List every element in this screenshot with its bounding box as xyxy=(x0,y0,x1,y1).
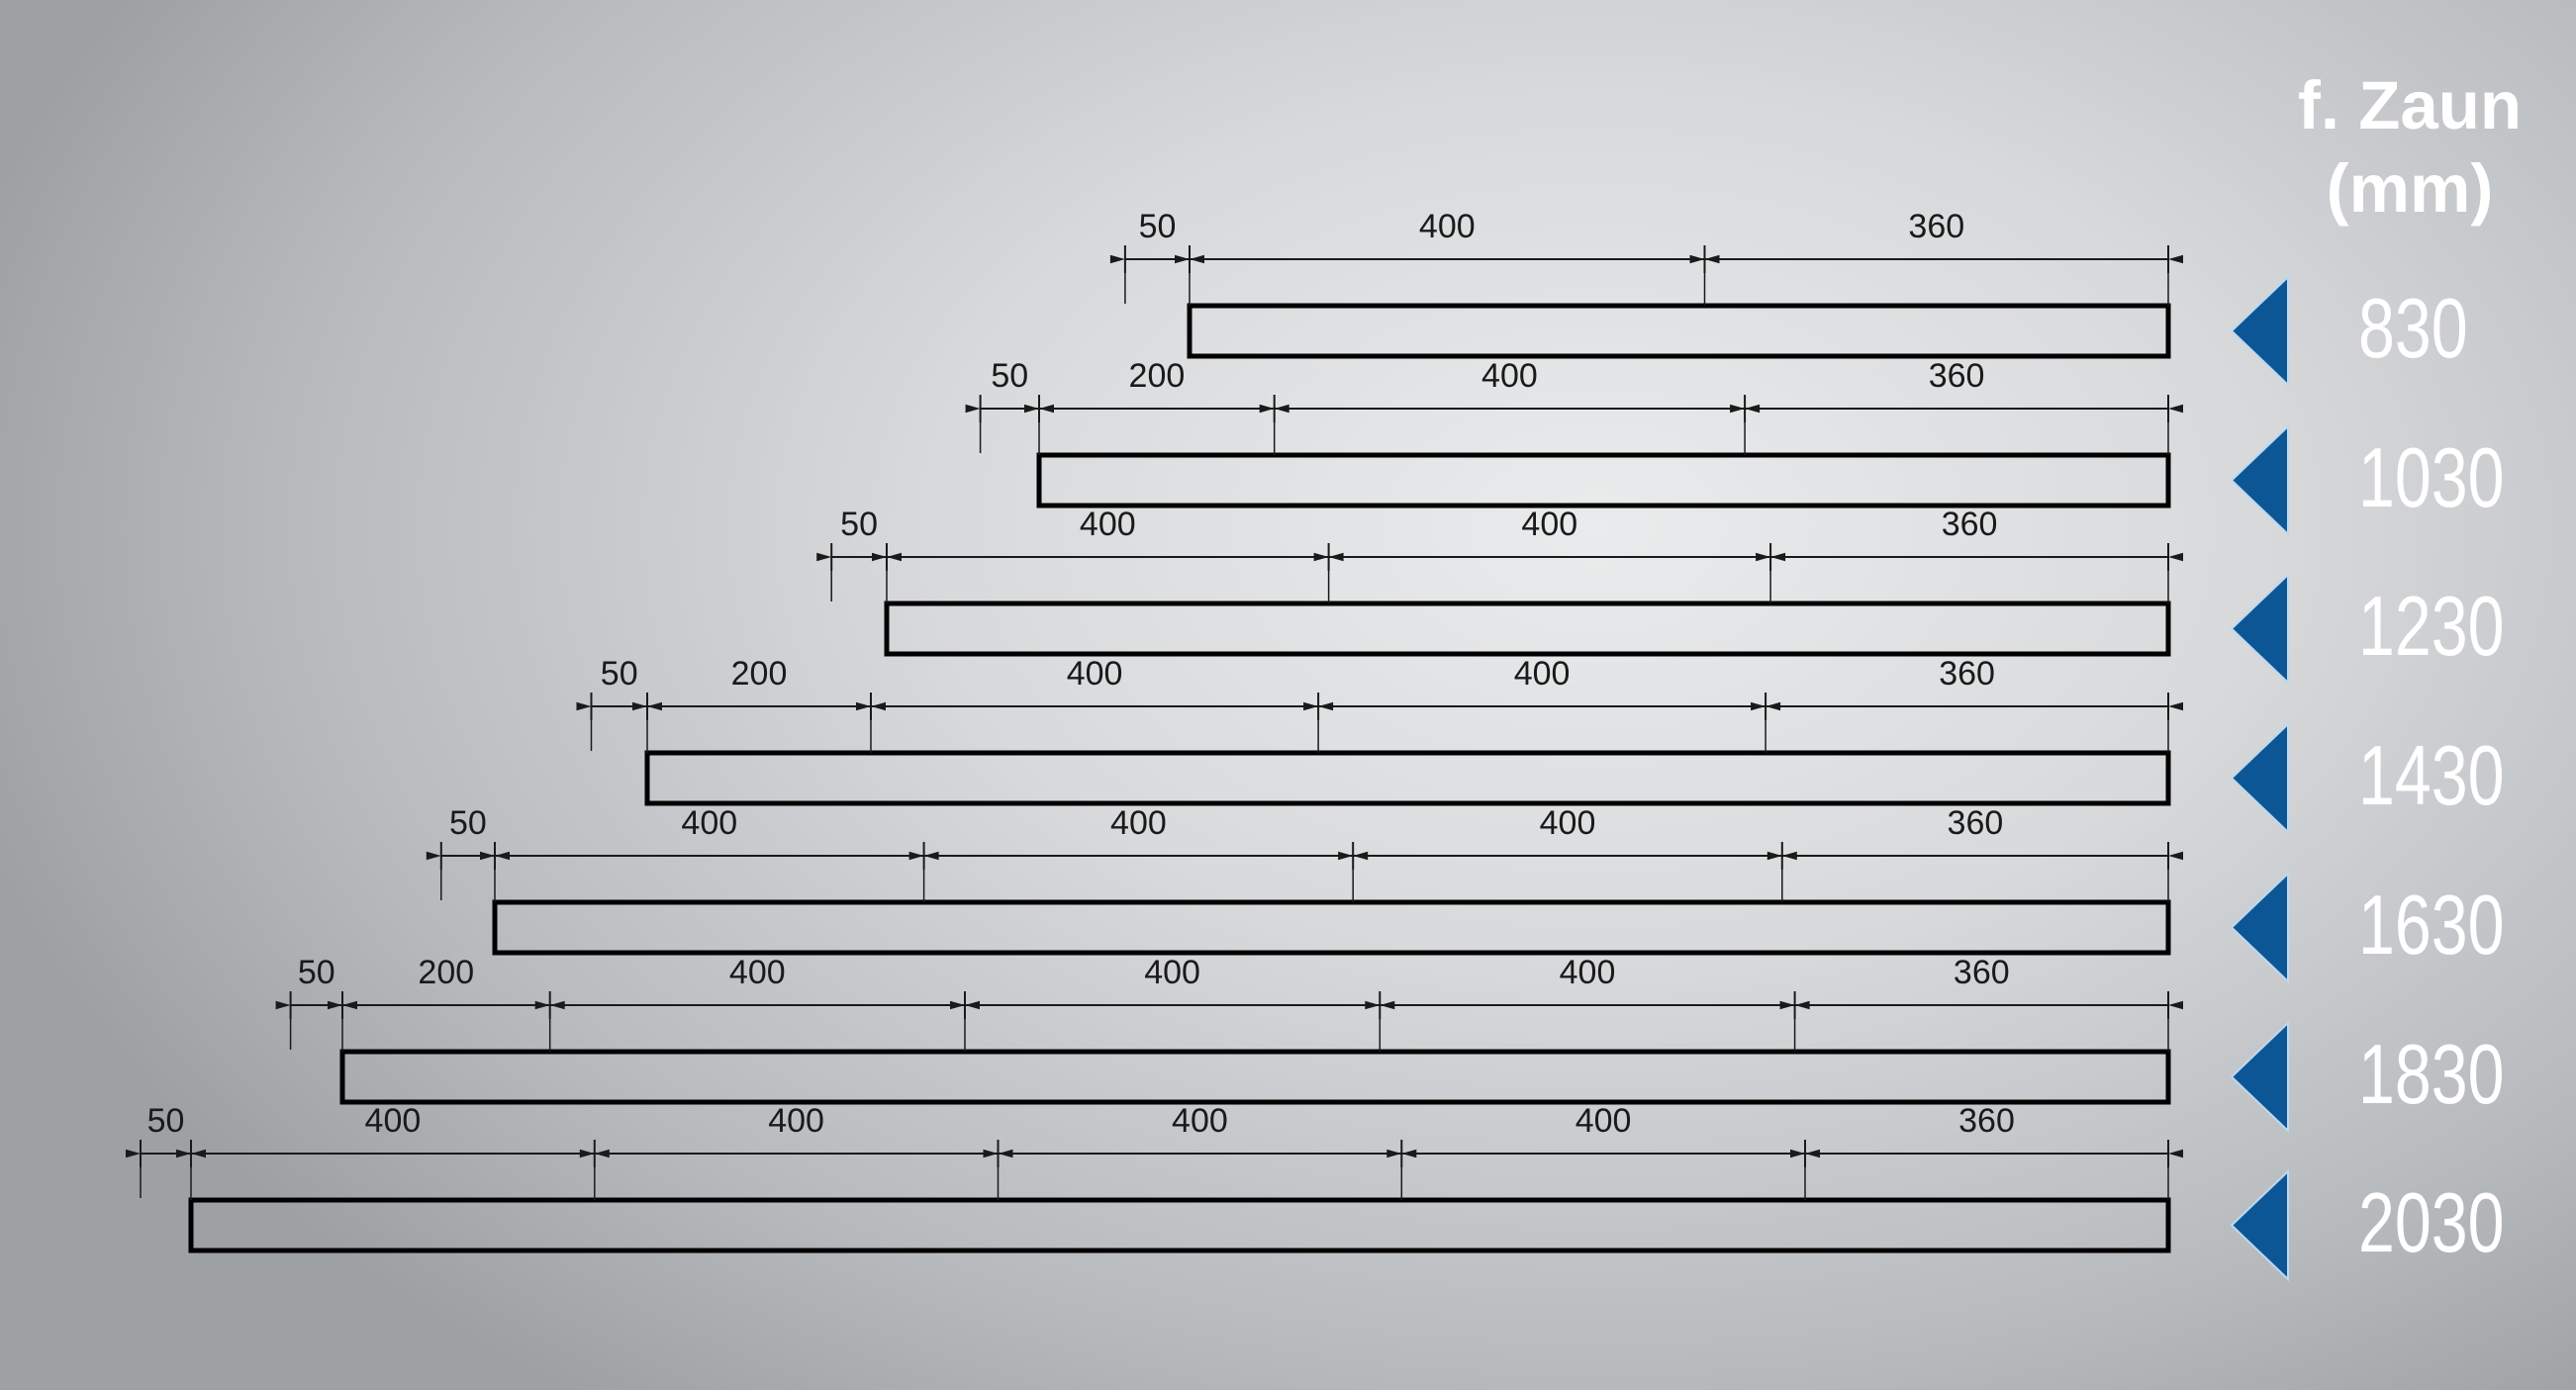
svg-text:400: 400 xyxy=(1514,655,1571,693)
svg-text:400: 400 xyxy=(1560,954,1616,991)
svg-text:50: 50 xyxy=(147,1102,185,1140)
svg-text:360: 360 xyxy=(1948,804,2004,842)
svg-text:50: 50 xyxy=(840,506,878,543)
svg-text:360: 360 xyxy=(1954,954,2010,991)
svg-text:400: 400 xyxy=(1110,804,1167,842)
svg-text:200: 200 xyxy=(418,954,474,991)
svg-text:50: 50 xyxy=(298,954,335,991)
svg-text:400: 400 xyxy=(1481,357,1538,395)
svg-text:50: 50 xyxy=(601,655,638,693)
svg-text:400: 400 xyxy=(681,804,737,842)
svg-text:360: 360 xyxy=(1908,208,1964,245)
svg-text:400: 400 xyxy=(1540,804,1596,842)
svg-text:400: 400 xyxy=(1080,506,1136,543)
svg-text:400: 400 xyxy=(365,1102,422,1140)
svg-text:360: 360 xyxy=(1958,1102,2015,1140)
svg-text:400: 400 xyxy=(1144,954,1200,991)
svg-text:400: 400 xyxy=(729,954,786,991)
svg-text:360: 360 xyxy=(1942,506,1998,543)
svg-text:50: 50 xyxy=(1139,208,1177,245)
svg-text:400: 400 xyxy=(768,1102,824,1140)
svg-text:360: 360 xyxy=(1929,357,1985,395)
svg-text:50: 50 xyxy=(991,357,1028,395)
svg-text:50: 50 xyxy=(449,804,487,842)
svg-text:400: 400 xyxy=(1172,1102,1228,1140)
svg-text:360: 360 xyxy=(1939,655,1995,693)
svg-text:400: 400 xyxy=(1521,506,1577,543)
svg-text:400: 400 xyxy=(1419,208,1476,245)
svg-text:400: 400 xyxy=(1575,1102,1632,1140)
svg-text:200: 200 xyxy=(731,655,788,693)
svg-text:400: 400 xyxy=(1067,655,1123,693)
svg-text:200: 200 xyxy=(1129,357,1186,395)
